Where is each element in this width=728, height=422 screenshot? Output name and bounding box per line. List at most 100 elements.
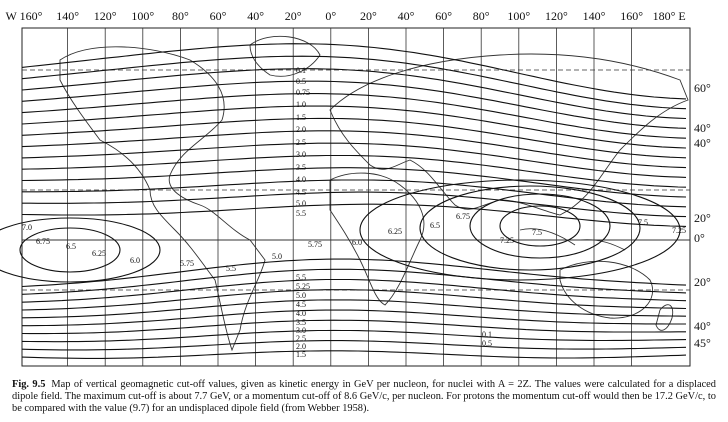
contour-label: 7.25 [500,236,514,245]
contour-label: 3.5 [296,318,306,327]
contour-label: 7.25 [672,226,686,235]
contour-label: 2.5 [296,138,306,147]
contour-label: 3.0 [296,326,306,335]
contour [21,289,687,311]
longitude-label: W 160° [6,9,43,23]
contour-label: 1.5 [296,350,306,359]
contour [21,154,687,188]
contour-label: 3.5 [296,163,306,172]
contour-label: 2.0 [296,342,306,351]
graticule [22,28,690,366]
contour-label: 6.25 [92,249,106,258]
contour [19,227,121,273]
contour [21,142,687,178]
contour [0,217,161,283]
contour [21,329,687,343]
contour [21,105,687,149]
contour-label: 6.0 [130,256,140,265]
contour [21,80,687,129]
latitude-label: 0° [694,231,705,245]
contour-label: 5.75 [308,240,322,249]
latitude-label: 45° [694,336,711,350]
contour-lines [0,43,687,359]
longitude-label: 80° [473,9,490,23]
contour-label: 4.5 [296,188,306,197]
contour-label: 0.75 [296,88,310,97]
contour-label: 5.0 [272,252,282,261]
contour-label: 5.0 [296,199,306,208]
latitude-label: 20° [694,275,711,289]
contour [21,268,687,295]
contour-label: 7.0 [22,223,32,232]
contour-label: 5.5 [296,209,306,218]
contour-label: 4.0 [296,309,306,318]
contour-label: 6.75 [36,237,50,246]
longitude-label: 40° [398,9,415,23]
longitude-label: 180° E [653,9,686,23]
longitude-label: 40° [247,9,264,23]
contour-label: 5.75 [180,259,194,268]
longitude-label: 160° [620,9,643,23]
longitude-label: 60° [210,9,227,23]
contour-label: 0.5 [296,77,306,86]
contour-label: 6.5 [66,242,76,251]
contour [21,68,687,120]
caption-label: Fig. 9.5 [12,379,46,390]
contour-label: 6.0 [352,238,362,247]
contour-label: 3.0 [296,150,306,159]
contour [21,350,687,359]
contour-label: 4.5 [296,300,306,309]
contour [499,205,581,247]
longitude-label: 140° [56,9,79,23]
contour [21,117,687,159]
contour [359,179,681,281]
contour-label: 5.25 [296,282,310,291]
contour-label: 2.0 [296,125,306,134]
contour-label: 1.5 [296,113,306,122]
contour [21,258,687,288]
contour-label: 7.5 [638,218,648,227]
caption-text: Map of vertical geomagnetic cut-off valu… [12,379,716,415]
contour [22,309,686,327]
contour-label: 5.0 [296,291,306,300]
longitude-label: 80° [172,9,189,23]
latitude-label: 40° [694,121,711,135]
contour [21,340,687,351]
longitude-label: 120° [94,9,117,23]
contour-label: 0.1 [296,66,306,75]
map-frame [21,27,691,367]
map: W 160° 140° 120° 100° 80° 60° 40° 20° 0° 20° 40° 60… [0,9,711,367]
contour [21,93,687,139]
contour-label: 5.5 [296,273,306,282]
contour-label: 6.5 [430,221,440,230]
contour-label: 1.0 [296,100,306,109]
latitude-label: 40° [694,136,711,150]
longitude-label: 140° [583,9,606,23]
latitude-label: 60° [694,81,711,95]
contour [21,203,687,227]
contour [419,185,641,271]
contour-label: 6.75 [456,212,470,221]
longitude-label: 0° [325,9,336,23]
longitude-label: 120° [545,9,568,23]
longitude-label: 100° [507,9,530,23]
contour-label: 0.5 [482,339,492,348]
contour-label: 5.5 [226,264,236,273]
contour [21,319,686,335]
contour [22,191,687,218]
contour [21,278,687,303]
contour-label: 0.1 [482,330,492,339]
latitude-label: 20° [694,211,711,225]
contour-label: 4.0 [296,175,306,184]
contour [21,43,687,100]
caption: Fig. 9.5 Map of vertical geomagnetic cut-… [12,379,716,416]
contour-label: 7.5 [532,228,542,237]
contour-label: 6.25 [388,227,402,236]
contour [21,55,687,110]
labels: W 160° 140° 120° 100° 80° 60° 40° 20° 0° 20° 40° 60… [6,9,711,359]
longitude-label: 20° [360,9,377,23]
longitude-label: 20° [285,9,302,23]
latitude-label: 40° [694,319,711,333]
contour [469,193,611,259]
